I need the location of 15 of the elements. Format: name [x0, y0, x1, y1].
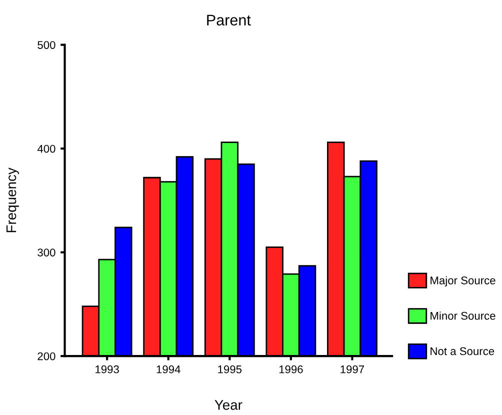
y-tick-label: 200 [38, 352, 56, 360]
chart-title: Parent [207, 14, 251, 26]
x-tick-label: 1994 [156, 365, 180, 374]
x-axis-title: Year [214, 400, 242, 410]
legend-label: Minor Source [430, 312, 496, 320]
x-tick-label: 1996 [279, 365, 303, 374]
y-tick-label: 300 [38, 248, 56, 256]
x-tick-label: 1995 [218, 365, 242, 374]
y-tick-label: 400 [37, 144, 56, 153]
x-tick-label: 1997 [340, 365, 364, 374]
legend-label: Major Source [430, 276, 496, 287]
y-tick-label: 500 [38, 41, 56, 49]
y-axis-title: Frequency [6, 168, 19, 232]
legend-label: Not a Source [430, 347, 494, 356]
x-tick-label: 1993 [96, 365, 119, 374]
